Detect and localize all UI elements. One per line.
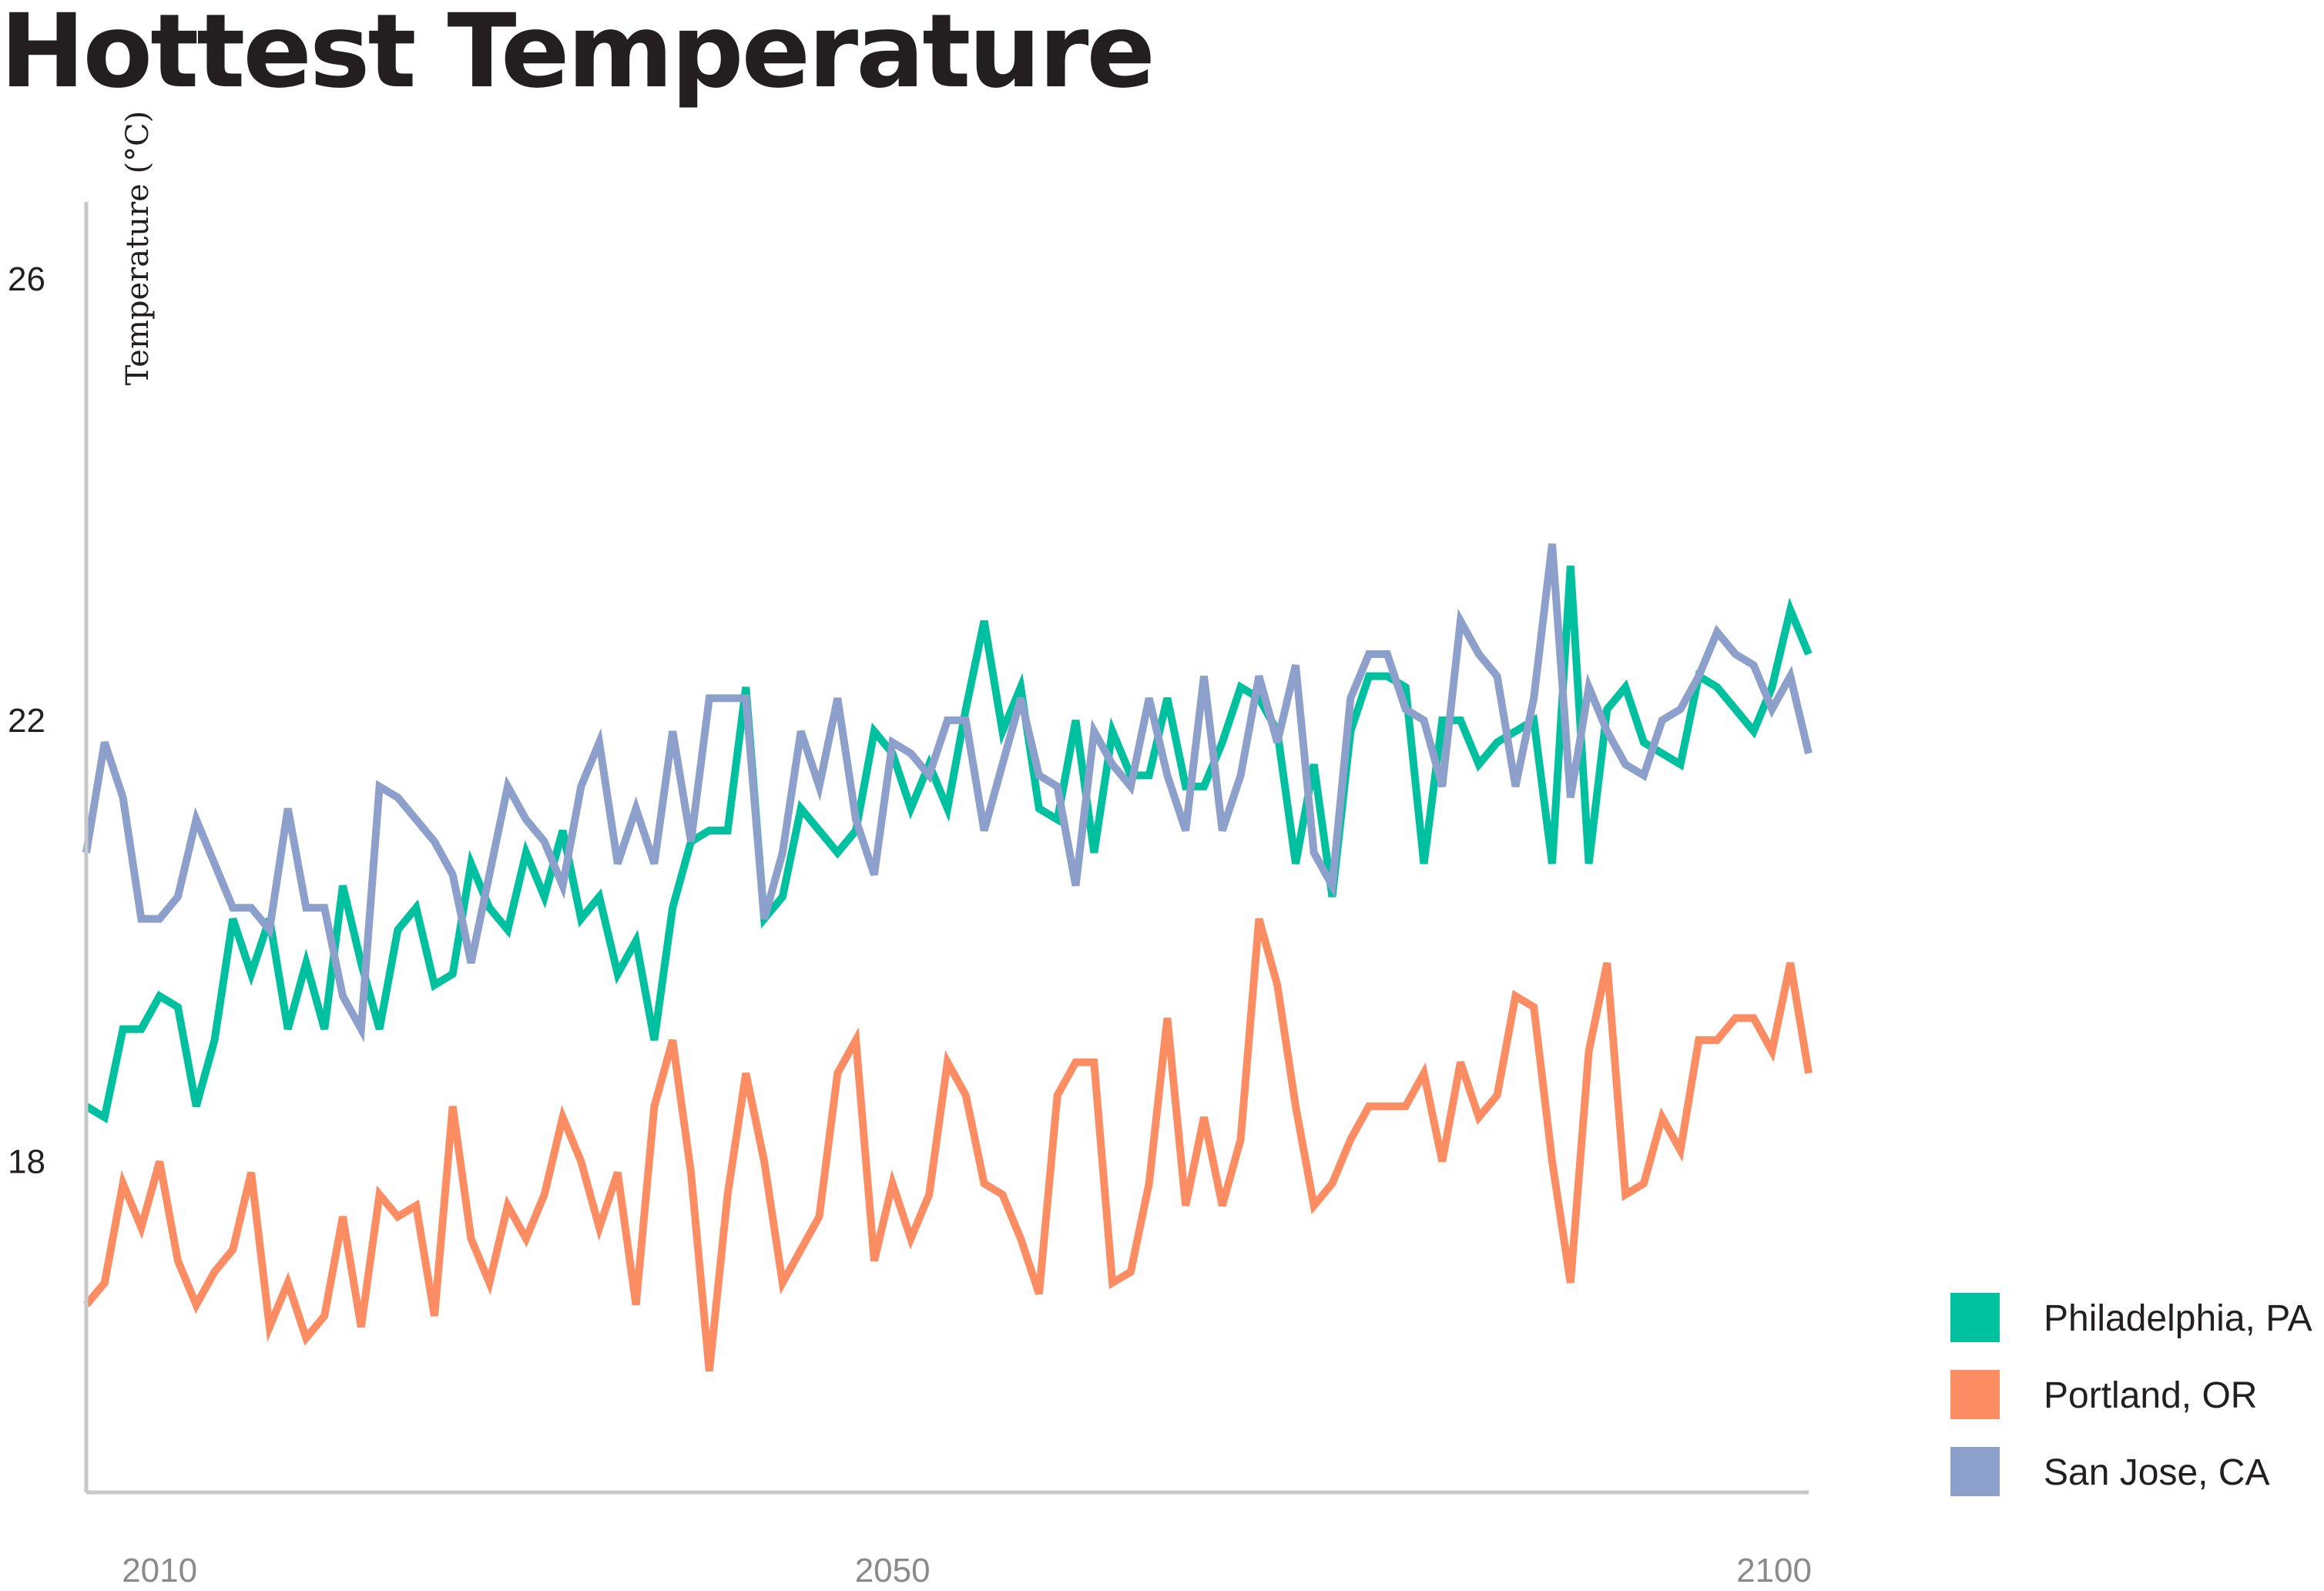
legend-swatch xyxy=(1950,1447,2000,1496)
x-axis-ticks: 2010 2050 2100 xyxy=(122,1552,1812,1589)
legend-swatch xyxy=(1950,1370,2000,1419)
y-tick-label: 18 xyxy=(8,1143,45,1181)
x-tick-label: 2010 xyxy=(122,1552,197,1589)
x-tick-label: 2100 xyxy=(1736,1552,1812,1589)
legend-label: San Jose, CA xyxy=(2044,1452,2269,1493)
x-tick-label: 2050 xyxy=(855,1552,931,1589)
series-line-1 xyxy=(83,918,1813,1372)
y-axis-label: Temperature (°C) xyxy=(120,111,156,386)
y-tick-label: 26 xyxy=(8,260,45,298)
legend-label: Philadelphia, PA xyxy=(2044,1298,2312,1339)
series-lines xyxy=(82,543,1813,1372)
y-tick-label: 22 xyxy=(8,702,45,740)
legend-swatch xyxy=(1950,1293,2000,1342)
series-line-2 xyxy=(82,543,1813,1042)
legend: Philadelphia, PA Portland, OR San Jose, CA xyxy=(1950,1293,2312,1496)
legend-label: Portland, OR xyxy=(2044,1375,2257,1416)
series-line-0 xyxy=(84,566,1813,1124)
chart-title: Hottest Temperature xyxy=(0,0,1155,111)
y-axis-ticks: 26 22 18 xyxy=(8,260,45,1180)
